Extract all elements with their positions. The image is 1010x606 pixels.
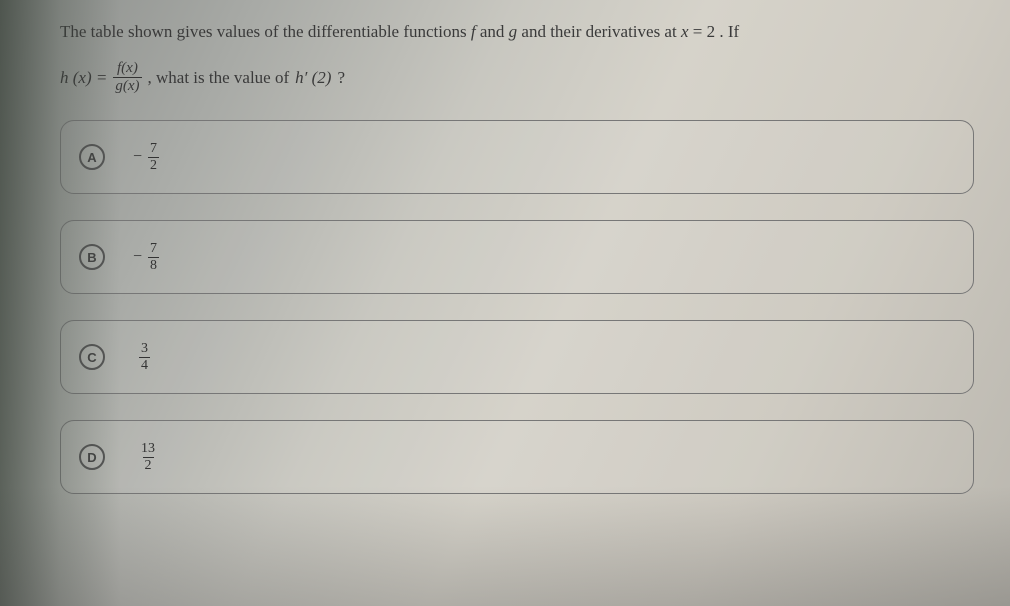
- stem-text: and: [480, 22, 509, 41]
- option-letter: D: [87, 450, 96, 465]
- options-list: A − 7 2 B − 7 8: [60, 120, 974, 494]
- var-g: g: [509, 22, 518, 41]
- stem-text: , what is the value of: [148, 64, 290, 91]
- hprime: h′ (2): [295, 64, 331, 91]
- frac-den: 4: [139, 357, 150, 373]
- frac-num: 13: [139, 442, 157, 457]
- option-marker: B: [79, 244, 105, 270]
- value-2: 2: [707, 22, 716, 41]
- stem-text: . If: [719, 22, 739, 41]
- frac-den: 8: [148, 257, 159, 273]
- negative-sign: −: [133, 248, 142, 266]
- frac-den: 2: [143, 457, 154, 473]
- question-container: The table shown gives values of the diff…: [0, 0, 1010, 514]
- var-f: f: [471, 22, 476, 41]
- option-marker: C: [79, 344, 105, 370]
- question-stem: The table shown gives values of the diff…: [60, 18, 974, 94]
- frac-num: 3: [139, 342, 150, 357]
- option-letter: C: [87, 350, 96, 365]
- stem-text: The table shown gives values of the diff…: [60, 22, 471, 41]
- option-marker: A: [79, 144, 105, 170]
- equals: =: [693, 22, 707, 41]
- option-body: 3 4: [133, 342, 150, 373]
- frac-num: f(x): [115, 61, 140, 77]
- fraction: 7 8: [148, 242, 159, 273]
- option-marker: D: [79, 444, 105, 470]
- fraction: 3 4: [139, 342, 150, 373]
- stem-line-2: h (x) = f(x) g(x) , what is the value of…: [60, 61, 974, 94]
- hx: h (x) =: [60, 64, 107, 91]
- negative-sign: −: [133, 148, 142, 166]
- frac-num: 7: [148, 242, 159, 257]
- stem-line-1: The table shown gives values of the diff…: [60, 18, 974, 45]
- option-body: 13 2: [133, 442, 157, 473]
- fraction: 13 2: [139, 442, 157, 473]
- option-d[interactable]: D 13 2: [60, 420, 974, 494]
- option-b[interactable]: B − 7 8: [60, 220, 974, 294]
- option-body: − 7 8: [133, 242, 159, 273]
- frac-num: 7: [148, 142, 159, 157]
- option-letter: B: [87, 250, 96, 265]
- fraction-fg: f(x) g(x): [113, 61, 141, 94]
- question-mark: ?: [337, 64, 345, 91]
- frac-den: g(x): [113, 77, 141, 94]
- stem-text: and their derivatives at: [521, 22, 681, 41]
- option-body: − 7 2: [133, 142, 159, 173]
- option-c[interactable]: C 3 4: [60, 320, 974, 394]
- var-x: x: [681, 22, 689, 41]
- fraction: 7 2: [148, 142, 159, 173]
- frac-den: 2: [148, 157, 159, 173]
- option-a[interactable]: A − 7 2: [60, 120, 974, 194]
- option-letter: A: [87, 150, 96, 165]
